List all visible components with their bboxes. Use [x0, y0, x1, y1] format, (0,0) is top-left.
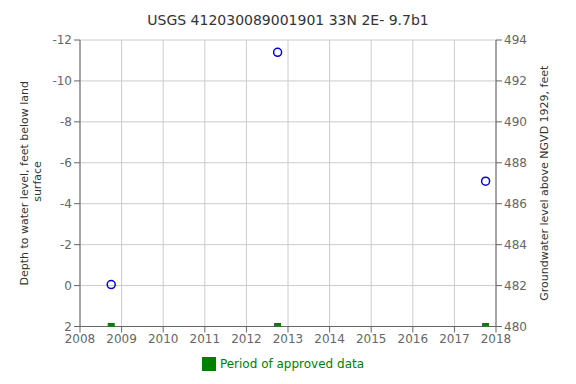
svg-text:488: 488: [504, 156, 527, 170]
svg-text:Groundwater level above NGVD 1: Groundwater level above NGVD 1929, feet: [538, 65, 551, 301]
svg-text:2012: 2012: [231, 332, 262, 346]
svg-text:2: 2: [64, 320, 72, 334]
svg-text:486: 486: [504, 197, 527, 211]
svg-text:490: 490: [504, 115, 527, 129]
svg-text:-12: -12: [52, 33, 72, 47]
svg-text:2013: 2013: [273, 332, 304, 346]
svg-text:484: 484: [504, 238, 527, 252]
svg-text:492: 492: [504, 74, 527, 88]
svg-text:2010: 2010: [148, 332, 179, 346]
svg-text:2015: 2015: [356, 332, 387, 346]
svg-text:2011: 2011: [190, 332, 221, 346]
svg-text:-6: -6: [60, 156, 72, 170]
svg-text:2008: 2008: [65, 332, 96, 346]
svg-text:-2: -2: [60, 238, 72, 252]
svg-text:Depth to water level, feet bel: Depth to water level, feet below land su…: [18, 81, 44, 286]
svg-text:-8: -8: [60, 115, 72, 129]
svg-text:-4: -4: [60, 197, 72, 211]
svg-text:494: 494: [504, 33, 527, 47]
svg-text:482: 482: [504, 279, 527, 293]
svg-text:2017: 2017: [439, 332, 470, 346]
svg-text:2009: 2009: [106, 332, 137, 346]
html-text:Period of approved data: Period of approved data: [219, 356, 365, 371]
svg-text:480: 480: [504, 320, 527, 334]
svg-text:2018: 2018: [481, 332, 512, 346]
svg-text:2014: 2014: [314, 332, 345, 346]
svg-text:2016: 2016: [398, 332, 429, 346]
html-text:USGS 412030089001901 33N 2E- 9: USGS 412030089001901 33N 2E- 9.7b1: [147, 12, 429, 28]
svg-text:0: 0: [64, 279, 72, 293]
svg-text:-10: -10: [52, 74, 72, 88]
